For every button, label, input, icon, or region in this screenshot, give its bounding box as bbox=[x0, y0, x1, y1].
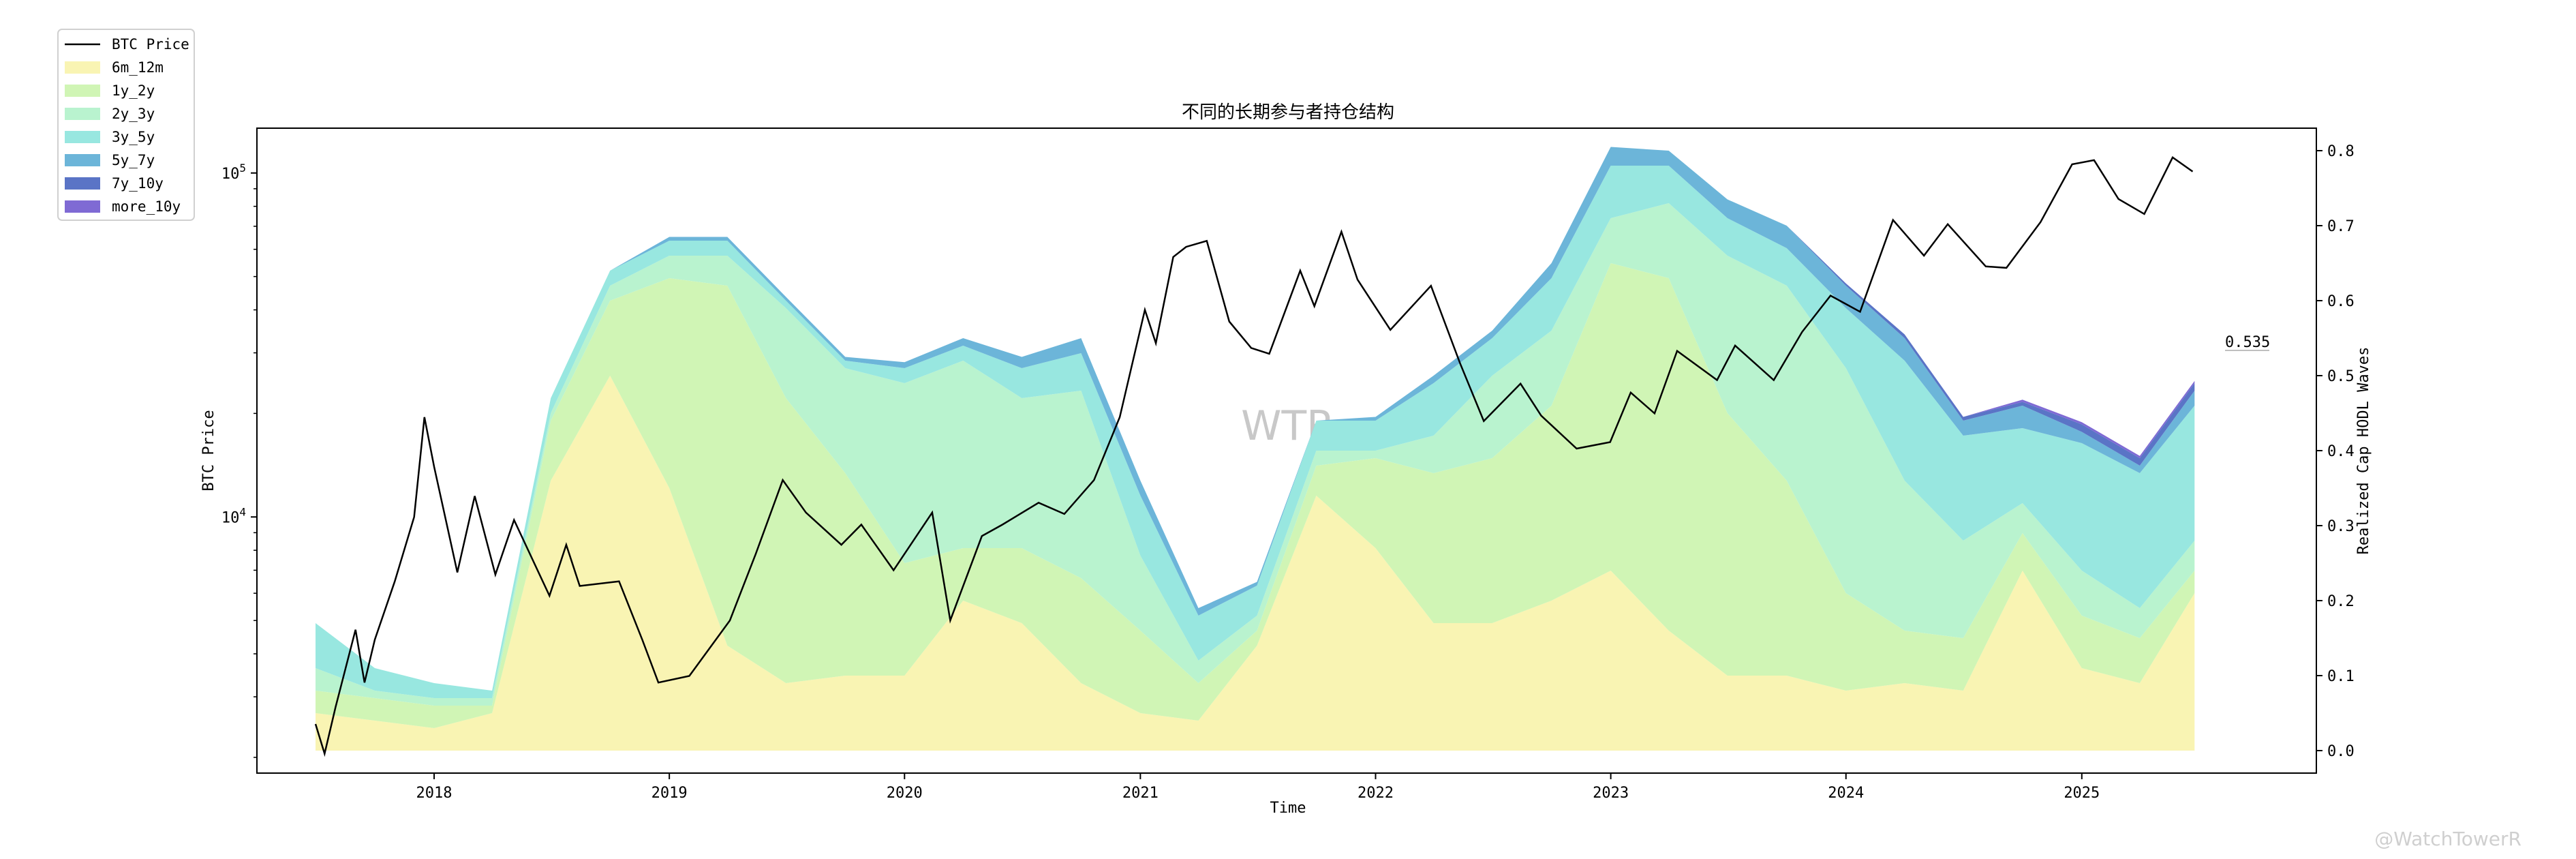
legend-swatch-more_10y bbox=[65, 200, 100, 213]
left-y-axis: 104 105 bbox=[221, 162, 257, 758]
area-3y_5y bbox=[316, 166, 2195, 698]
x-tick-label: 2025 bbox=[2064, 785, 2100, 802]
legend-label-more_10y: more_10y bbox=[112, 198, 181, 215]
x-tick-label: 2020 bbox=[887, 785, 923, 802]
legend-swatch-1y_2y bbox=[65, 85, 100, 97]
x-axis-label: Time bbox=[1270, 800, 1306, 817]
legend-swatch-2y_3y bbox=[65, 108, 100, 120]
legend-swatch-5y_7y bbox=[65, 154, 100, 166]
area-1y_2y bbox=[316, 263, 2195, 728]
legend-swatch-6m_12m bbox=[65, 61, 100, 74]
area-2y_3y bbox=[316, 203, 2195, 706]
y-right-tick-label: 0.1 bbox=[2327, 668, 2355, 685]
y-left-tick-label: 105 bbox=[221, 162, 246, 183]
left-axis-label: BTC Price bbox=[200, 410, 217, 491]
legend-label-3y_5y: 3y_5y bbox=[112, 129, 155, 145]
last-value-label: 0.535 bbox=[2225, 334, 2270, 351]
x-tick-label: 2023 bbox=[1593, 785, 1629, 802]
legend-box bbox=[57, 29, 195, 221]
right-axis-label: Realized Cap HODL Waves bbox=[2355, 347, 2372, 555]
x-tick-label: 2024 bbox=[1828, 785, 1864, 802]
legend-label-7y_10y: 7y_10y bbox=[112, 175, 164, 192]
area-6m_12m bbox=[316, 376, 2195, 751]
legend-label-5y_7y: 5y_7y bbox=[112, 152, 155, 168]
legend-label-BTC Price: BTC Price bbox=[112, 36, 189, 52]
y-right-tick-label: 0.0 bbox=[2327, 743, 2355, 760]
x-tick-label: 2022 bbox=[1358, 785, 1394, 802]
footer-watermark: @WatchTowerR bbox=[2374, 828, 2521, 850]
legend: BTC Price 6m_12m 1y_2y 2y_3y 3y_5y 5y_7y 7y_10… bbox=[57, 29, 195, 221]
y-right-tick-label: 0.3 bbox=[2327, 518, 2355, 535]
legend-swatch-3y_5y bbox=[65, 131, 100, 143]
x-tick-label: 2018 bbox=[416, 785, 453, 802]
y-right-tick-label: 0.7 bbox=[2327, 218, 2355, 235]
price-layer bbox=[314, 156, 2194, 757]
y-right-tick-label: 0.5 bbox=[2327, 368, 2355, 385]
y-right-tick-label: 0.8 bbox=[2327, 143, 2355, 160]
x-tick-label: 2019 bbox=[651, 785, 688, 802]
chart-title: 不同的长期参与者持仓结构 bbox=[1182, 102, 1394, 123]
legend-label-2y_3y: 2y_3y bbox=[112, 106, 155, 122]
y-right-tick-label: 0.4 bbox=[2327, 443, 2355, 460]
y-right-tick-label: 0.2 bbox=[2327, 593, 2355, 610]
y-right-tick-label: 0.6 bbox=[2327, 293, 2355, 310]
right-y-axis: 0.0 0.1 0.2 0.3 0.4 0.5 0.6 0.7 0.8 bbox=[2316, 143, 2355, 760]
btc-price-line bbox=[314, 156, 2194, 757]
legend-label-6m_12m: 6m_12m bbox=[112, 59, 164, 76]
x-tick-label: 2021 bbox=[1122, 785, 1159, 802]
y-left-tick-label: 104 bbox=[221, 505, 246, 526]
legend-swatch-7y_10y bbox=[65, 177, 100, 190]
legend-label-1y_2y: 1y_2y bbox=[112, 82, 155, 99]
x-axis: 2018 2019 2020 2021 2022 2023 2024 2025 bbox=[416, 773, 2100, 802]
area-layers bbox=[316, 147, 2195, 751]
